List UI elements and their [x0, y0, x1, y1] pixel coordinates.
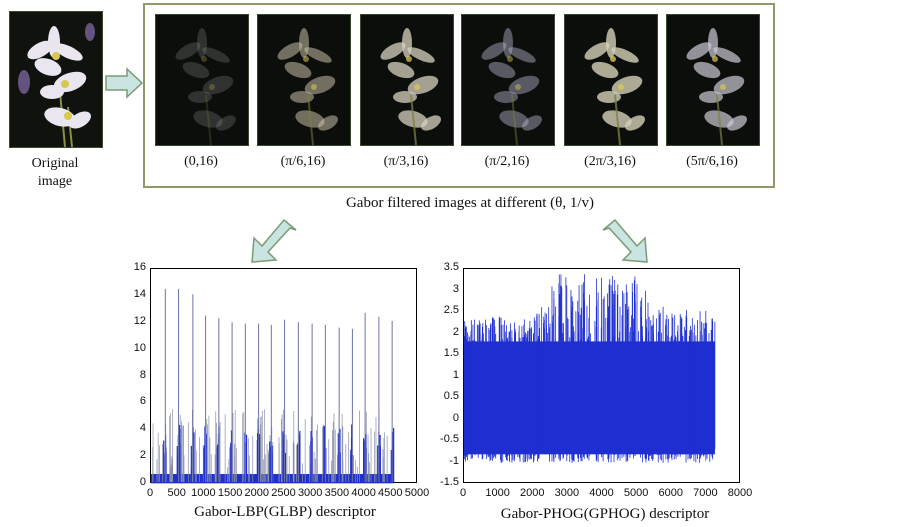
- gphog-xtick-label: 4000: [589, 487, 614, 499]
- gphog-xtick-label: 0: [459, 487, 467, 499]
- gabor-thumb-label-3: (π/2,16): [484, 154, 530, 169]
- gphog-ytick-label: 1: [452, 368, 459, 381]
- gabor-thumb-1: [257, 14, 351, 146]
- glbp-xtick-label: 500: [167, 487, 186, 499]
- glbp-xtick-label: 3000: [297, 487, 323, 499]
- gphog-ytick-label: 0.5: [443, 390, 459, 402]
- gphog-ytick-label: -0.5: [440, 433, 459, 445]
- gphog-xtick-label: 8000: [727, 487, 753, 499]
- gphog-plot-area: [463, 268, 740, 483]
- glbp-ytick-label: 6: [139, 395, 146, 408]
- gabor-thumb-label-2: (π/3,16): [383, 154, 429, 169]
- gphog-xtick-label: 3000: [554, 487, 580, 499]
- gphog-xtick-label: 2000: [520, 487, 545, 499]
- gphog-ytick-label: -1.5: [440, 476, 459, 488]
- glbp-ytick-label: 8: [139, 368, 146, 381]
- gphog-ytick-label: 3: [452, 282, 459, 295]
- glbp-ytick-label: 12: [133, 314, 146, 327]
- glbp-ytick-label: 0: [139, 476, 146, 488]
- glbp-ytick-label: 4: [139, 422, 146, 435]
- filtered-flower-illustration: [462, 15, 554, 145]
- gabor-thumb-label-5: (5π/6,16): [686, 154, 738, 169]
- down-left-arrow-icon: [251, 218, 297, 263]
- gphog-ytick-label: 2.5: [443, 304, 459, 316]
- gphog-title: Gabor-PHOG(GPHOG) descriptor: [500, 506, 710, 522]
- original-label-line2: image: [37, 174, 73, 189]
- gabor-filtered-group: [143, 3, 775, 188]
- glbp-xtick-label: 1000: [191, 487, 216, 499]
- gabor-thumb-3: [461, 14, 555, 146]
- glbp-xtick-label: 4500: [378, 487, 403, 499]
- glbp-ytick-label: 2: [139, 449, 146, 462]
- glbp-ytick-label: 14: [133, 287, 146, 300]
- glbp-xtick-label: 5000: [404, 487, 430, 499]
- gphog-xtick-label: 7000: [693, 487, 718, 499]
- down-right-arrow-icon: [602, 218, 648, 263]
- gphog-ytick-label: 3.5: [443, 261, 459, 273]
- gphog-xtick-label: 6000: [658, 487, 683, 499]
- glbp-xtick-label: 3500: [324, 487, 350, 499]
- glbp-plot-area: [150, 268, 417, 484]
- gabor-thumb-2: [360, 14, 454, 146]
- original-image: [9, 11, 103, 148]
- gphog-xtick-label: 1000: [485, 487, 510, 499]
- gabor-thumb-0: [155, 14, 249, 146]
- gphog-ytick-label: -1: [449, 454, 459, 467]
- filtered-flower-illustration: [565, 15, 657, 145]
- filtered-flower-illustration: [258, 15, 350, 145]
- gphog-ytick-label: 0: [452, 411, 459, 424]
- gphog-xtick-label: 5000: [623, 487, 649, 499]
- glbp-xtick-label: 0: [146, 487, 154, 499]
- gabor-thumb-label-1: (π/6,16): [280, 154, 326, 169]
- gphog-ytick-label: 2: [452, 325, 459, 338]
- flower-illustration: [10, 12, 102, 147]
- gabor-thumb-label-0: (0,16): [184, 154, 218, 169]
- filtered-flower-illustration: [667, 15, 759, 145]
- original-label-line1: Original: [31, 156, 79, 171]
- right-arrow-icon: [105, 67, 144, 99]
- filtered-flower-illustration: [361, 15, 453, 145]
- glbp-xtick-label: 2500: [271, 487, 296, 499]
- glbp-xtick-label: 4000: [351, 487, 376, 499]
- gabor-thumb-5: [666, 14, 760, 146]
- glbp-ytick-label: 10: [133, 341, 146, 354]
- glbp-ytick-label: 16: [133, 261, 146, 273]
- glbp-xtick-label: 2000: [244, 487, 270, 499]
- filtered-flower-illustration: [156, 15, 248, 145]
- glbp-xtick-label: 1500: [217, 487, 243, 499]
- gabor-thumb-4: [564, 14, 658, 146]
- gphog-ytick-label: 1.5: [443, 347, 459, 359]
- gabor-group-caption: Gabor filtered images at different (θ, 1…: [345, 195, 595, 211]
- glbp-title: Gabor-LBP(GLBP) descriptor: [194, 504, 376, 520]
- gabor-thumb-label-4: (2π/3,16): [584, 154, 636, 169]
